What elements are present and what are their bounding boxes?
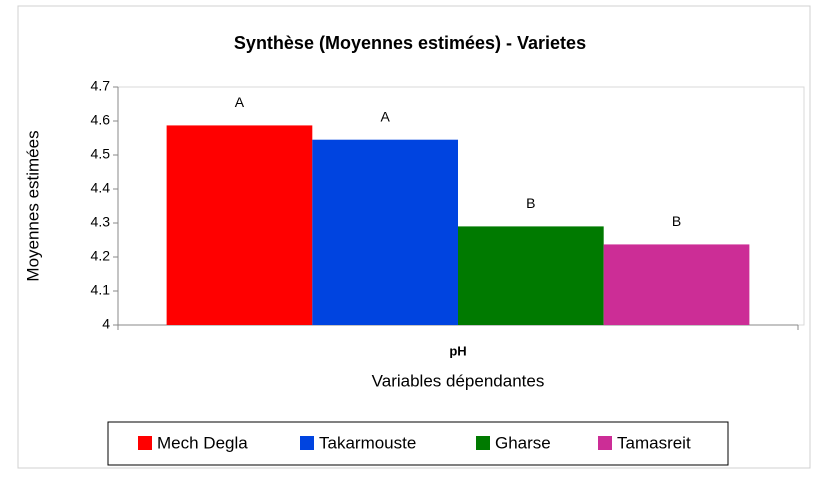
y-tick-label: 4.2 <box>91 248 111 264</box>
bar-annotation: B <box>672 213 681 229</box>
x-tick-label: pH <box>449 343 466 358</box>
y-tick-label: 4.6 <box>91 112 111 128</box>
y-tick-label: 4.1 <box>91 282 111 298</box>
legend-label: Takarmouste <box>319 433 416 452</box>
bar <box>166 125 313 325</box>
y-tick-label: 4.5 <box>91 146 111 162</box>
y-tick-label: 4.7 <box>91 78 111 94</box>
bar-annotation: A <box>380 108 390 124</box>
chart-title: Synthèse (Moyennes estimées) - Varietes <box>234 33 586 53</box>
legend-swatch <box>598 436 612 450</box>
legend-swatch <box>476 436 490 450</box>
bar <box>458 226 604 325</box>
y-tick-label: 4.4 <box>91 180 111 196</box>
bar-annotation: A <box>235 94 245 110</box>
legend-label: Gharse <box>495 433 551 452</box>
y-tick-label: 4.3 <box>91 214 111 230</box>
y-tick-label: 4 <box>102 316 110 332</box>
bar <box>603 244 750 325</box>
legend-label: Mech Degla <box>157 433 248 452</box>
bar <box>312 139 458 325</box>
legend-box <box>107 421 729 466</box>
legend-label: Tamasreit <box>617 433 691 452</box>
legend-swatch <box>300 436 314 450</box>
legend-swatch <box>138 436 152 450</box>
x-axis-label: Variables dépendantes <box>372 371 545 390</box>
bar-annotation: B <box>526 195 535 211</box>
y-axis-label: Moyennes estimées <box>23 130 42 281</box>
